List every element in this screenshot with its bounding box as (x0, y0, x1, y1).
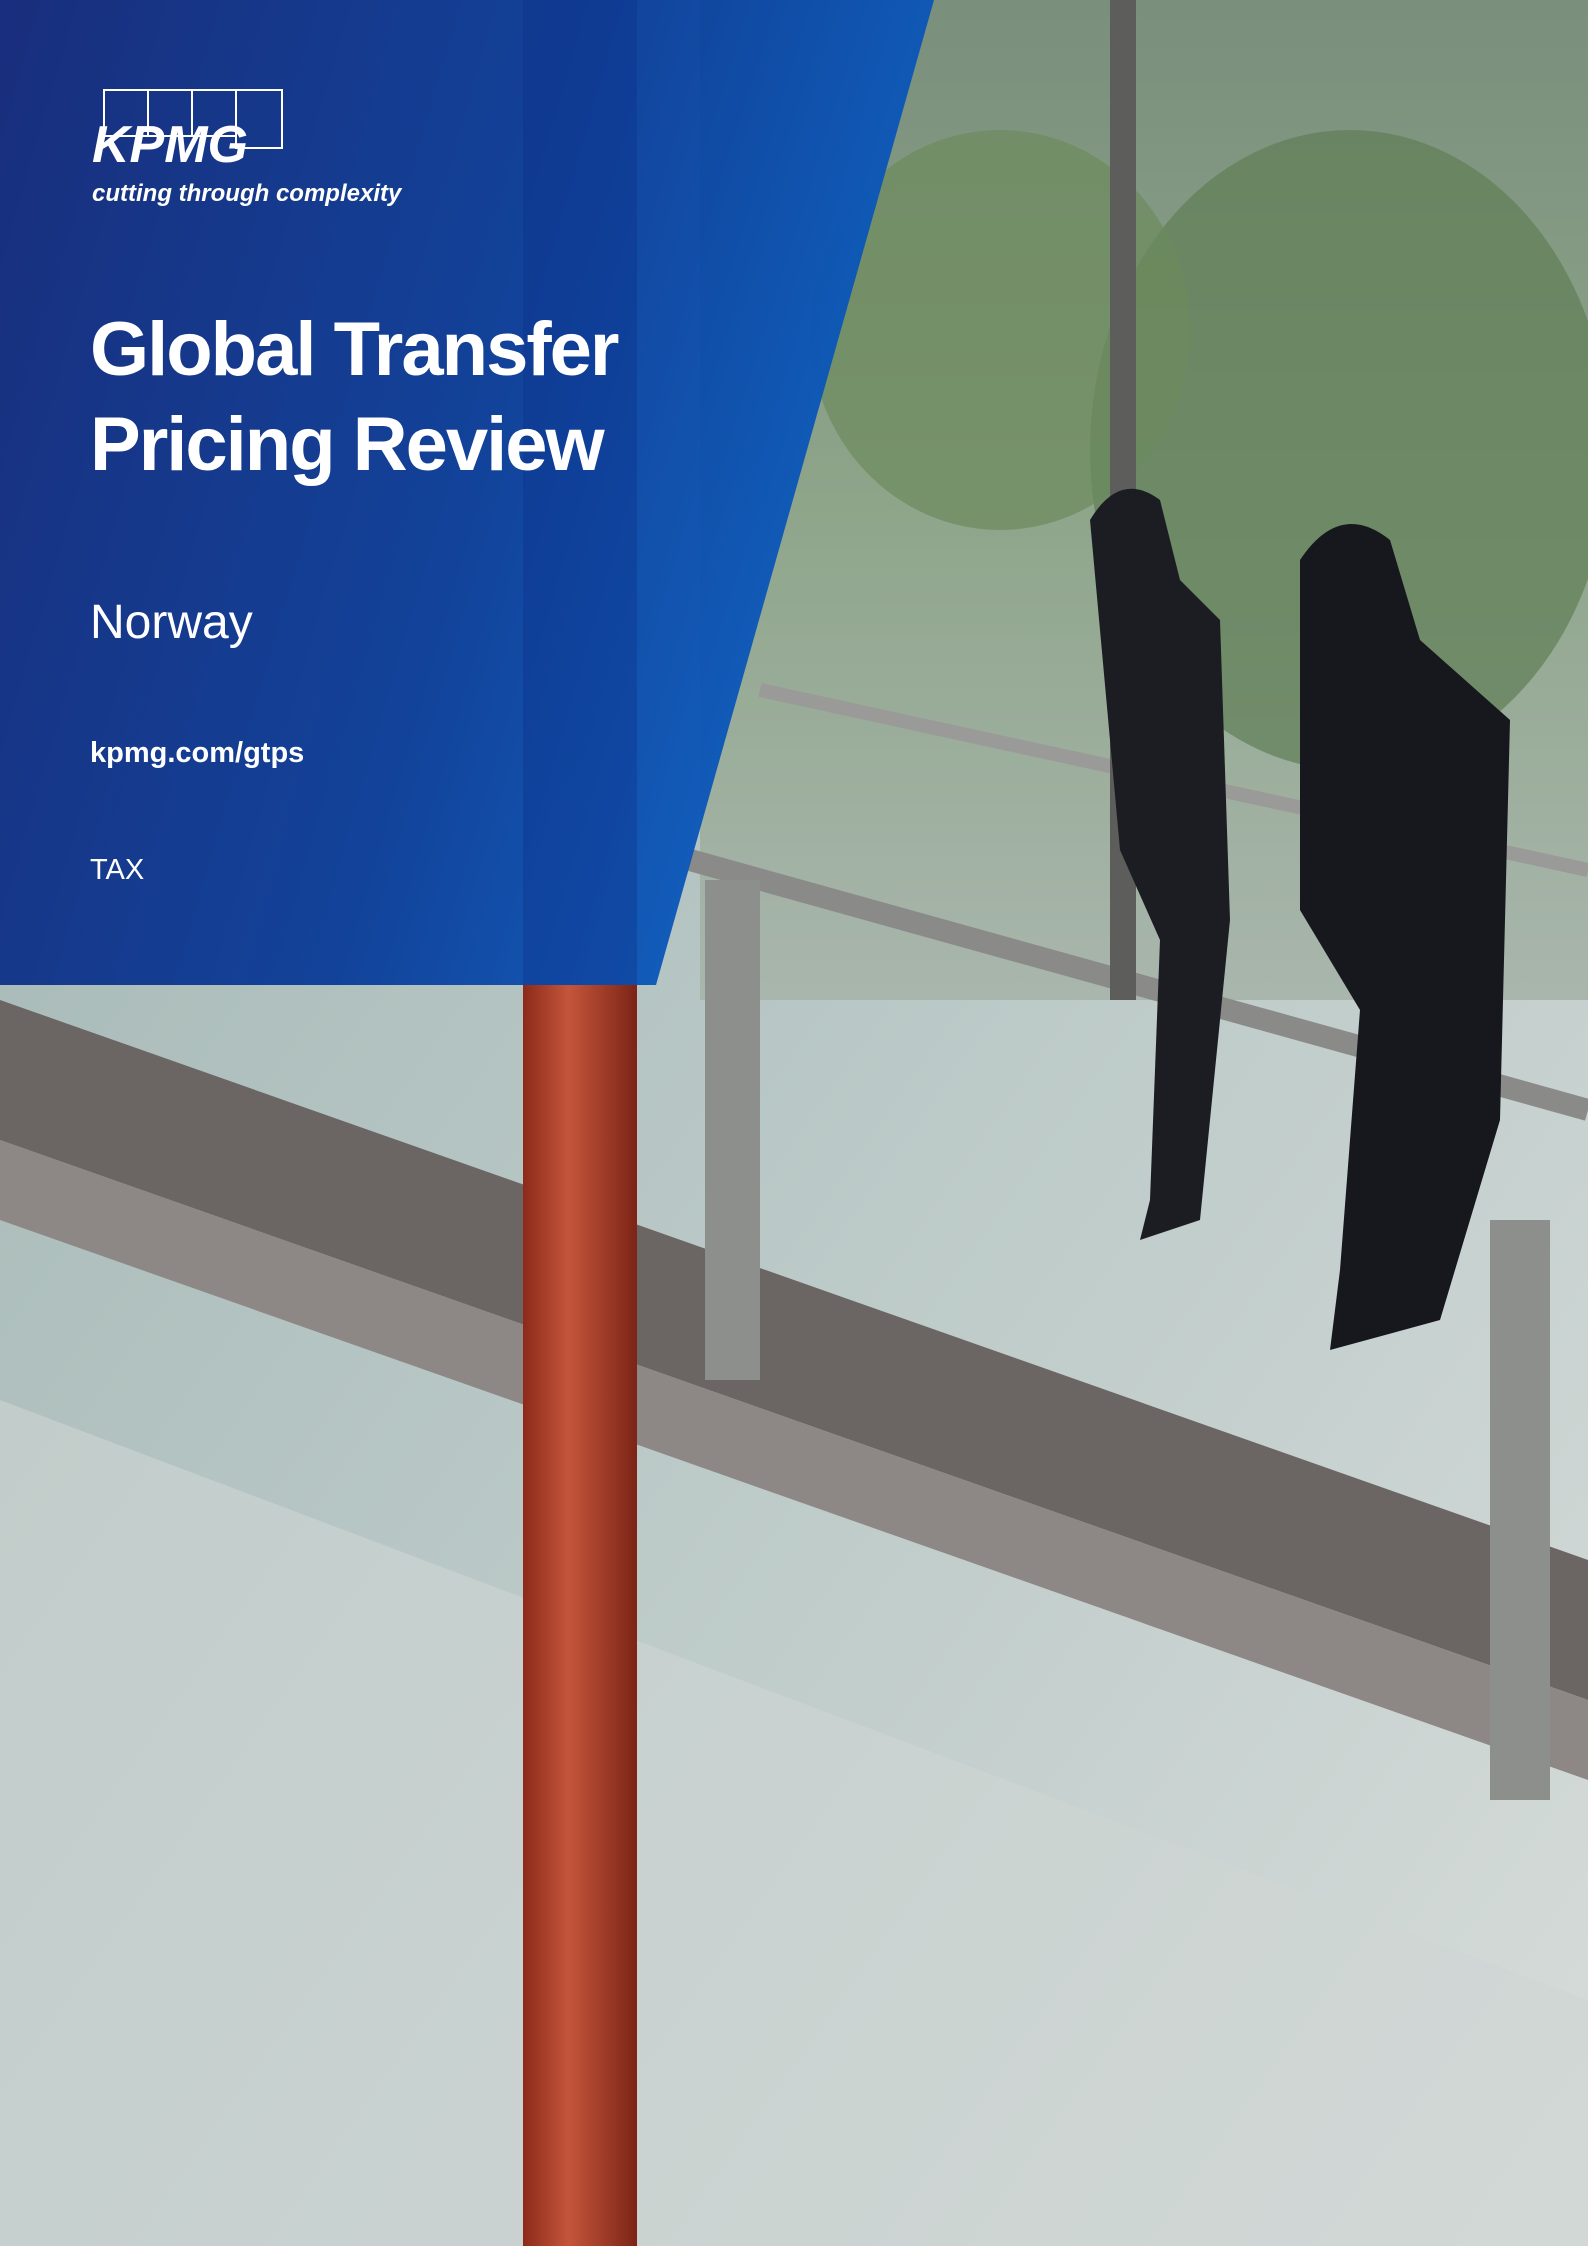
url: kpmg.com/gtps (90, 737, 304, 769)
railing-post (1490, 1220, 1550, 1800)
logo-box (235, 89, 283, 149)
logo-name: KPMG (92, 116, 248, 174)
logo-tagline: cutting through complexity (92, 180, 403, 207)
tree (810, 130, 1190, 530)
title-line: Pricing Review (90, 402, 606, 487)
person (1300, 524, 1510, 1350)
title-line: Global Transfer (90, 307, 619, 392)
category: TAX (90, 854, 144, 886)
floor-light (0, 1400, 1588, 2246)
beam-edge (0, 1140, 1588, 1780)
railing-post (705, 880, 760, 1380)
country: Norway (90, 596, 253, 649)
blue-panel (0, 0, 934, 985)
logo (103, 89, 283, 149)
person (1090, 488, 1230, 1240)
beam (0, 1000, 1588, 1700)
pole-shadow (523, 0, 637, 985)
tree (1090, 130, 1588, 770)
red-pole (523, 985, 637, 2246)
